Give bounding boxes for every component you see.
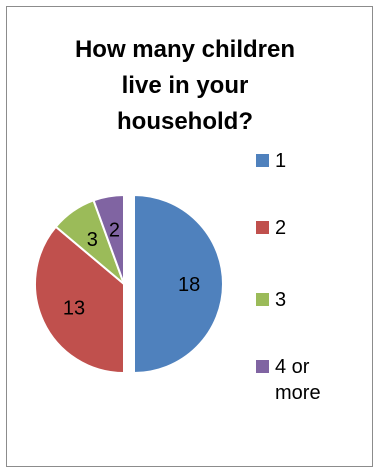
legend-label: 4 or more — [275, 356, 321, 404]
data-label-1: 18 — [178, 274, 200, 296]
data-label-2: 13 — [63, 297, 85, 319]
chart-title: How many children live in your household… — [74, 36, 296, 135]
pie-slice-2 — [34, 225, 125, 375]
legend-swatch — [256, 360, 269, 373]
legend-label: 2 — [275, 217, 287, 239]
legend-swatch — [256, 154, 269, 167]
legend-item-2: 2 — [256, 215, 345, 241]
legend-item-1: 1 — [256, 148, 345, 174]
legend-label: 1 — [275, 150, 287, 172]
data-label-3: 3 — [87, 229, 98, 251]
legend-item-3: 3 — [256, 287, 345, 313]
data-label-4-or-more: 2 — [109, 220, 120, 242]
legend-item-4-or-more: 4 or more — [256, 354, 345, 406]
legend-swatch — [256, 293, 269, 306]
legend-swatch — [256, 221, 269, 234]
legend-label: 3 — [275, 289, 287, 311]
pie-slice-1 — [133, 193, 224, 375]
pie-slice-4-or-more — [92, 193, 125, 285]
